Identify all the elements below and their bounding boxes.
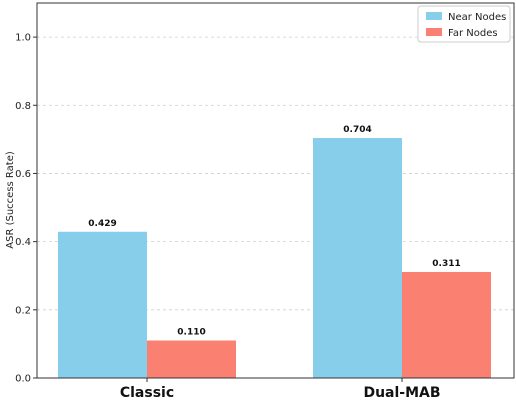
x-tick-label: Classic bbox=[120, 385, 174, 401]
legend-label-far-nodes: Far Nodes bbox=[448, 28, 498, 39]
bar-near-nodes-classic bbox=[58, 231, 147, 378]
legend-label-near-nodes: Near Nodes bbox=[448, 12, 506, 23]
y-tick-label: 0.8 bbox=[15, 101, 31, 112]
bar-near-nodes-dual-mab bbox=[313, 138, 402, 378]
y-tick-label: 0.4 bbox=[15, 237, 31, 248]
legend: Near Nodes Far Nodes bbox=[417, 5, 511, 43]
y-tick-label: 0.6 bbox=[15, 169, 31, 180]
y-tick-label: 0.0 bbox=[15, 374, 31, 385]
legend-swatch-far-nodes bbox=[426, 28, 442, 36]
y-tick-label: 0.2 bbox=[15, 305, 31, 316]
data-label: 0.429 bbox=[88, 219, 116, 229]
bar-far-nodes-classic bbox=[147, 340, 236, 378]
bar-far-nodes-dual-mab bbox=[402, 271, 491, 378]
data-label: 0.311 bbox=[432, 259, 460, 269]
data-label: 0.704 bbox=[343, 125, 371, 135]
y-axis-label: ASR (Success Rate) bbox=[5, 151, 16, 249]
bar-layer: 0.429 0.110 0.704 0.311 bbox=[58, 125, 491, 378]
legend-swatch-near-nodes bbox=[426, 12, 442, 20]
y-tick-label: 1.0 bbox=[15, 33, 31, 44]
axis-layer: 0.0 0.2 0.4 0.6 0.8 1.0 Classic Dual-MAB bbox=[15, 2, 515, 401]
data-label: 0.110 bbox=[177, 328, 205, 338]
plot-frame bbox=[36, 2, 515, 379]
x-tick-label: Dual-MAB bbox=[363, 385, 440, 401]
